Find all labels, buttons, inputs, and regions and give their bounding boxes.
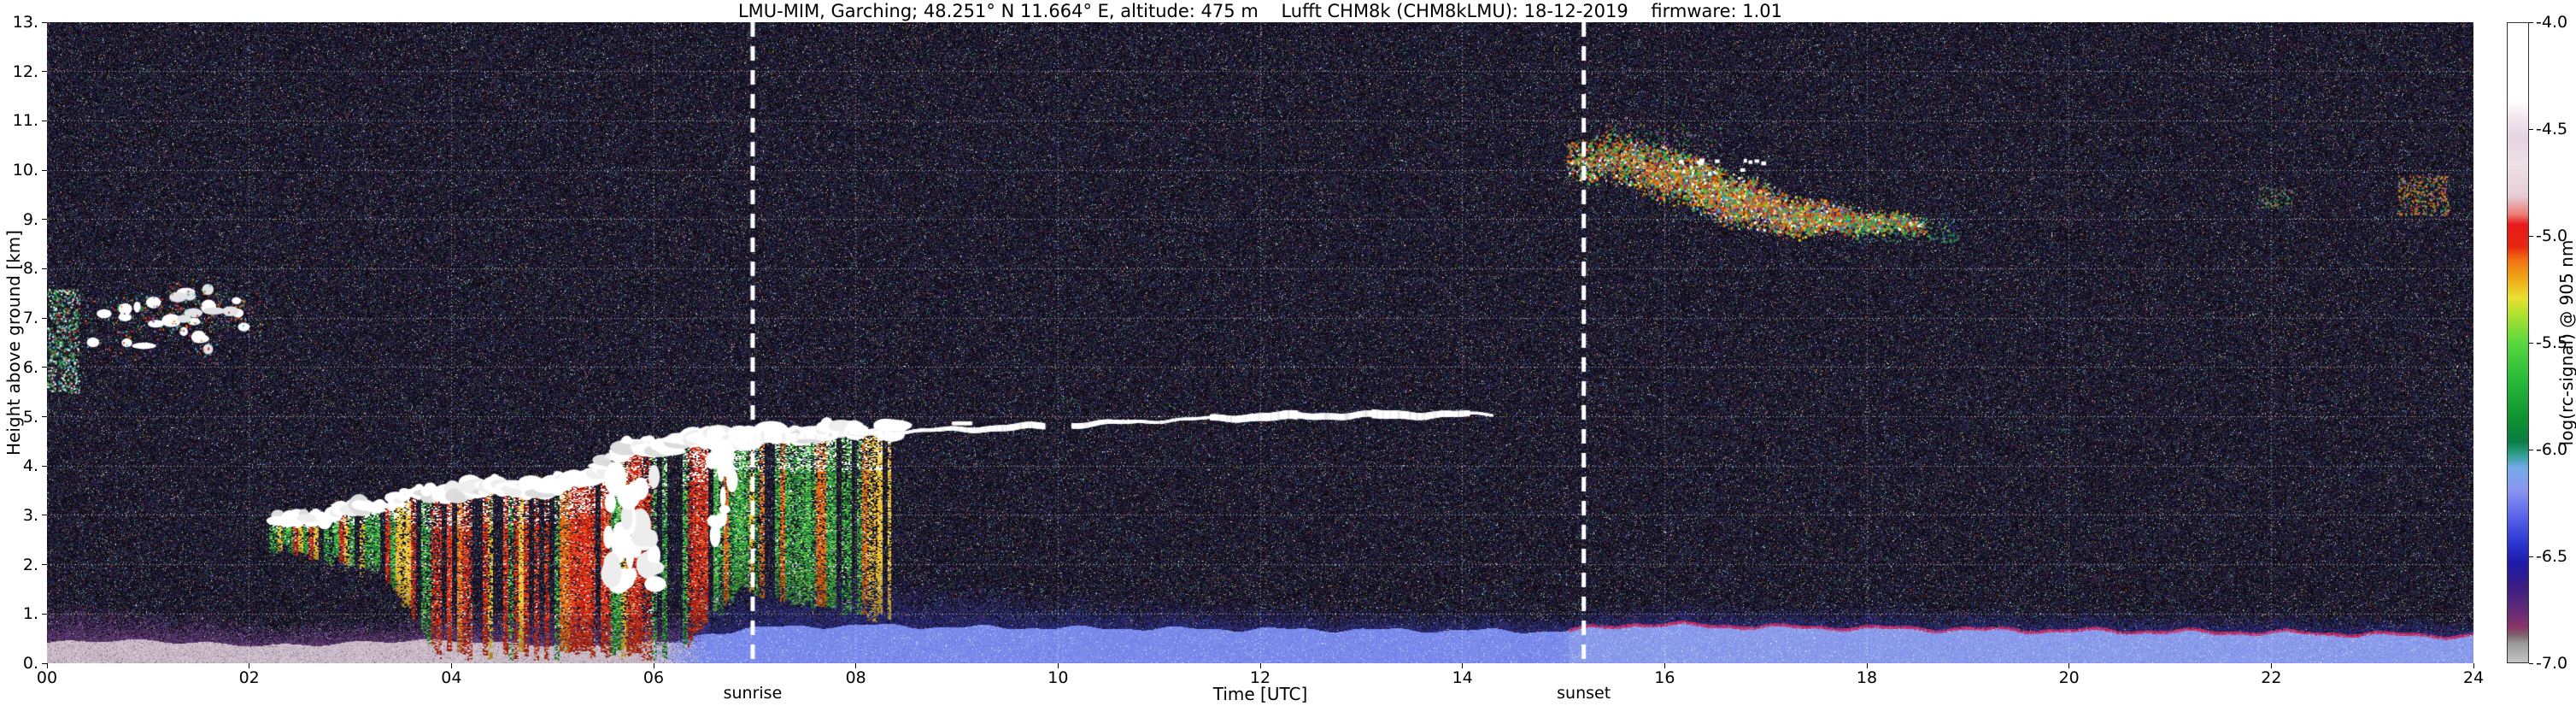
- y-tick-mark: [42, 317, 47, 319]
- x-tick-label: 22: [2261, 668, 2282, 687]
- x-tick-label: 16: [1654, 668, 1675, 687]
- x-tick-label: 06: [643, 668, 665, 687]
- x-tick-label: 08: [845, 668, 866, 687]
- figure-title: LMU-MIM, Garching; 48.251° N 11.664° E, …: [737, 1, 1783, 21]
- y-tick-mark: [42, 21, 47, 23]
- y-tick-label: 7.: [22, 309, 38, 328]
- y-tick-label: 3.: [22, 505, 38, 525]
- x-tick-mark: [855, 663, 857, 668]
- colorbar-tick-mark: [2529, 556, 2533, 557]
- colorbar-tick-label: -6.5: [2536, 547, 2568, 566]
- y-tick-mark: [42, 268, 47, 269]
- colorbar-tick-label: -4.0: [2536, 13, 2568, 32]
- y-tick-mark: [42, 662, 47, 664]
- y-tick-label: 10.: [12, 161, 38, 180]
- x-tick-mark: [1259, 663, 1261, 668]
- x-tick-label: 14: [1452, 668, 1473, 687]
- colorbar-tick-mark: [2529, 235, 2533, 237]
- x-tick-mark: [1057, 663, 1059, 668]
- colorbar-tick-label: -6.0: [2536, 440, 2568, 459]
- x-tick-label: 20: [2058, 668, 2080, 687]
- x-tick-mark: [1462, 663, 1464, 668]
- colorbar-tick-mark: [2529, 21, 2533, 23]
- y-tick-label: 13.: [12, 13, 38, 32]
- y-tick-label: 6.: [22, 357, 38, 377]
- colorbar-tick-mark: [2529, 662, 2533, 664]
- colorbar-gradient: [2507, 22, 2529, 663]
- x-tick-mark: [1866, 663, 1868, 668]
- x-tick-label: 10: [1047, 668, 1069, 687]
- x-tick-mark: [2473, 663, 2474, 668]
- y-tick-label: 9.: [22, 209, 38, 229]
- x-tick-mark: [46, 663, 48, 668]
- y-tick-label: 0.: [22, 654, 38, 673]
- x-tick-label: 12: [1249, 668, 1271, 687]
- colorbar-tick-label: -5.5: [2536, 333, 2568, 352]
- y-tick-label: 12.: [12, 62, 38, 81]
- y-tick-label: 11.: [12, 111, 38, 131]
- y-tick-mark: [42, 613, 47, 615]
- colorbar-tick-mark: [2529, 342, 2533, 344]
- y-tick-label: 1.: [22, 604, 38, 624]
- y-tick-label: 4.: [22, 456, 38, 476]
- y-tick-mark: [42, 416, 47, 418]
- colorbar-tick-label: -7.0: [2536, 654, 2568, 673]
- x-tick-label: 24: [2462, 668, 2485, 687]
- x-tick-label: 18: [1856, 668, 1878, 687]
- y-tick-mark: [42, 169, 47, 171]
- y-tick-mark: [42, 71, 47, 73]
- y-tick-mark: [42, 564, 47, 566]
- x-tick-label: 04: [441, 668, 462, 687]
- y-tick-label: 2.: [22, 555, 38, 574]
- x-tick-mark: [2068, 663, 2070, 668]
- y-tick-label: 8.: [22, 259, 38, 279]
- heatmap-plot-canvas: [47, 22, 2473, 663]
- colorbar-tick-label: -4.5: [2536, 120, 2568, 138]
- x-tick-mark: [2270, 663, 2272, 668]
- colorbar-tick-mark: [2529, 128, 2533, 130]
- sun-annotation-label: sunrise: [723, 684, 783, 703]
- colorbar-tick-label: -5.0: [2536, 227, 2568, 245]
- y-tick-mark: [42, 465, 47, 467]
- y-tick-label: 5.: [22, 407, 38, 427]
- x-tick-mark: [1664, 663, 1665, 668]
- x-tick-label: 02: [238, 668, 260, 687]
- x-tick-label: 00: [36, 668, 58, 687]
- x-tick-mark: [450, 663, 452, 668]
- x-axis-label: Time [UTC]: [1212, 684, 1308, 704]
- sun-annotation-label: sunset: [1557, 684, 1611, 703]
- y-tick-mark: [42, 367, 47, 368]
- y-tick-mark: [42, 219, 47, 221]
